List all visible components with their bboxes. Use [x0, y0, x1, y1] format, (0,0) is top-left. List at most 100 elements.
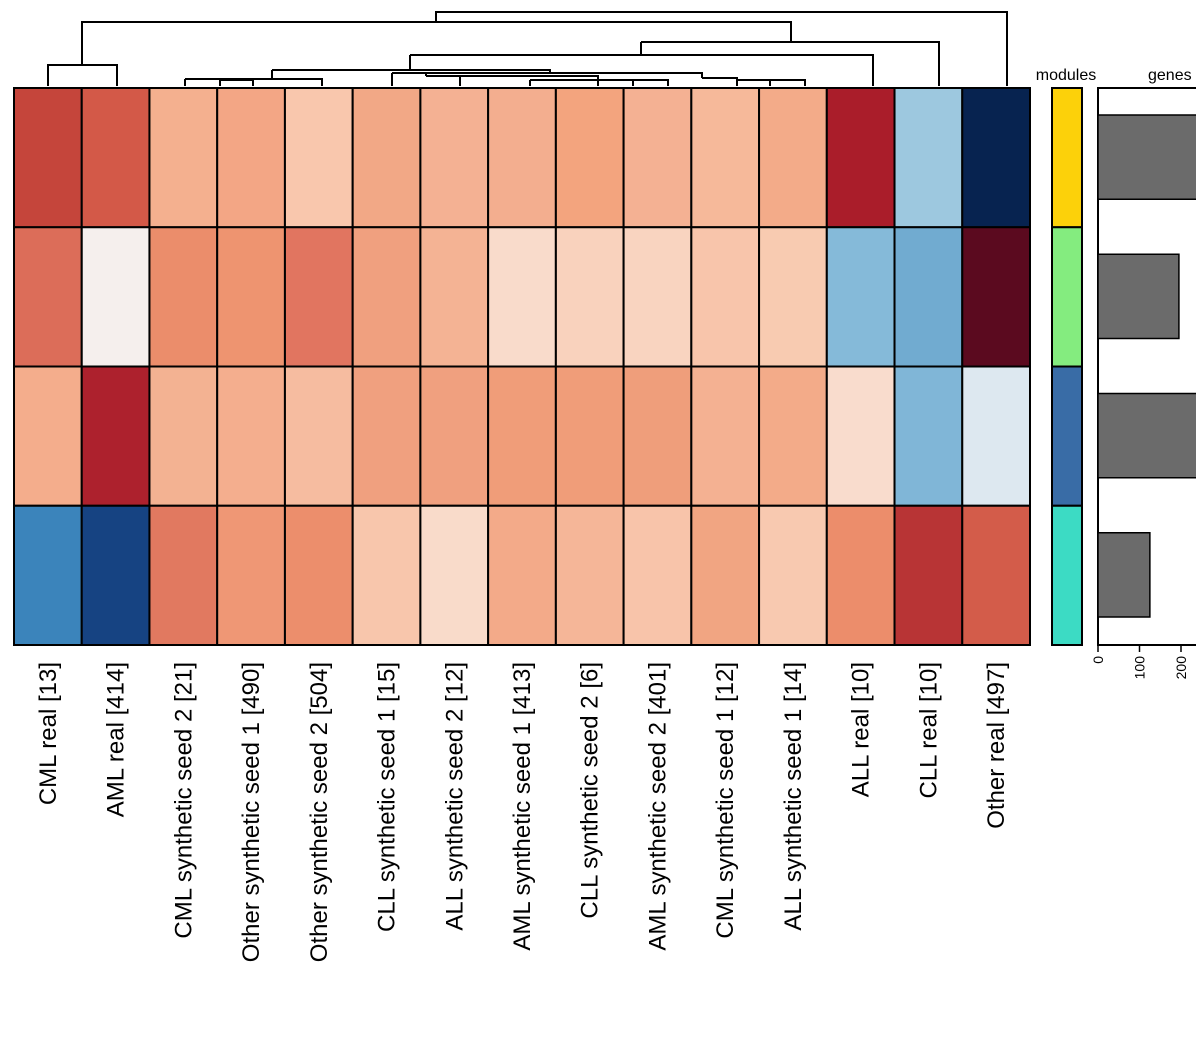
column-label: CLL real [10] — [915, 662, 942, 799]
heatmap-cell — [419, 365, 490, 507]
column-labels: CML real [13] AML real [414] CML synthetic… — [35, 662, 1010, 962]
heatmap-cell — [148, 365, 219, 507]
genes-title: genes — [1148, 67, 1192, 84]
heatmap-cell — [758, 504, 828, 646]
heatmap-cell — [622, 226, 693, 368]
gene-count-bar — [1097, 253, 1180, 340]
column-label: CLL synthetic seed 2 [6] — [577, 662, 604, 919]
heatmap-cell — [893, 87, 964, 229]
heatmap-cell — [216, 226, 286, 368]
dendro-branch — [702, 77, 738, 80]
heatmap-cell — [13, 504, 83, 646]
dendro-branch — [563, 79, 634, 86]
column-label: AML real [414] — [103, 662, 130, 817]
heatmap-cell — [80, 226, 151, 368]
module-color-cell — [1051, 365, 1083, 507]
heatmap-cell — [216, 365, 286, 507]
heatmap-cell — [554, 87, 625, 229]
heatmap-cell — [622, 87, 693, 229]
heatmap-cell — [351, 365, 422, 507]
dendro-branch — [410, 54, 874, 86]
heatmap-cell — [80, 365, 151, 507]
heatmap-cell — [554, 365, 625, 507]
heatmap-cell — [419, 504, 490, 646]
heatmap-cell — [758, 87, 828, 229]
heatmap-cell — [961, 365, 1032, 507]
heatmap-cell — [13, 87, 83, 229]
heatmap-cell — [13, 365, 83, 507]
heatmap-cell — [961, 504, 1032, 646]
gene-count-bar — [1097, 114, 1196, 200]
modules-strip — [1051, 87, 1083, 646]
heatmap-cell — [13, 226, 83, 368]
bar-frame — [1097, 87, 1196, 646]
dendro-branch — [392, 72, 703, 78]
genes-barchart: 0 100 200 — [1090, 87, 1196, 680]
heatmap-cell — [758, 226, 828, 368]
gene-count-bar — [1097, 532, 1151, 618]
heatmap-cell — [419, 87, 490, 229]
column-label: ALL synthetic seed 2 [12] — [441, 662, 468, 931]
heatmap-cell — [825, 365, 896, 507]
heatmap-cell — [893, 504, 964, 646]
heatmap-cell — [487, 87, 557, 229]
heatmap-cell — [148, 87, 219, 229]
column-label: AML synthetic seed 2 [401] — [645, 662, 672, 951]
heatmap-cell — [825, 504, 896, 646]
dendro-branch — [426, 75, 599, 78]
column-label: AML synthetic seed 1 [413] — [509, 662, 536, 951]
heatmap-cell — [961, 226, 1032, 368]
heatmap-cell — [283, 226, 354, 368]
heatmap-cell — [690, 504, 761, 646]
heatmap-cell — [351, 87, 422, 229]
dendro-branch — [220, 79, 254, 86]
heatmap-cell — [148, 504, 219, 646]
dendro-branch — [435, 11, 1008, 86]
heatmap-cell — [487, 365, 557, 507]
heatmap-cell — [351, 504, 422, 646]
dendro-branch — [47, 64, 118, 86]
dendro-branch — [81, 21, 792, 65]
heatmap-cell — [487, 226, 557, 368]
heatmap-cell — [825, 226, 896, 368]
column-dendrogram — [47, 11, 1008, 86]
heatmap-cell — [554, 226, 625, 368]
heatmap-cell — [893, 365, 964, 507]
heatmap-cell — [487, 504, 557, 646]
heatmap-cell — [283, 504, 354, 646]
modules-title: modules — [1036, 67, 1096, 84]
column-label: CML real [13] — [35, 662, 62, 805]
heatmap — [13, 87, 1032, 646]
heatmap-cell — [216, 504, 286, 646]
heatmap-cell — [80, 504, 151, 646]
dendro-branch — [737, 79, 806, 86]
heatmap-cell — [283, 365, 354, 507]
dendro-branch — [641, 41, 940, 86]
heatmap-cell — [825, 87, 896, 229]
heatmap-cell — [690, 87, 761, 229]
column-label: Other synthetic seed 1 [490] — [238, 662, 265, 962]
column-label: CML synthetic seed 2 [21] — [170, 662, 197, 939]
heatmap-cell — [80, 87, 151, 229]
column-label: CLL synthetic seed 1 [15] — [374, 662, 401, 932]
heatmap-cell — [690, 226, 761, 368]
x-tick-label: 100 — [1132, 656, 1148, 680]
heatmap-cell — [283, 87, 354, 229]
heatmap-cell — [554, 504, 625, 646]
heatmap-cell — [148, 226, 219, 368]
x-tick-label: 0 — [1090, 656, 1106, 664]
column-label: Other synthetic seed 2 [504] — [306, 662, 333, 962]
column-label: ALL synthetic seed 1 [14] — [780, 662, 807, 931]
heatmap-cell — [419, 226, 490, 368]
x-tick-label: 200 — [1173, 656, 1189, 680]
heatmap-cell — [622, 504, 693, 646]
module-color-cell — [1051, 87, 1083, 229]
heatmap-cell — [216, 87, 286, 229]
heatmap-cell — [758, 365, 828, 507]
column-label: ALL real [10] — [848, 662, 875, 797]
heatmap-cell — [351, 226, 422, 368]
column-label: CML synthetic seed 1 [12] — [712, 662, 739, 939]
module-color-cell — [1051, 504, 1083, 646]
heatmap-cell — [961, 87, 1032, 229]
